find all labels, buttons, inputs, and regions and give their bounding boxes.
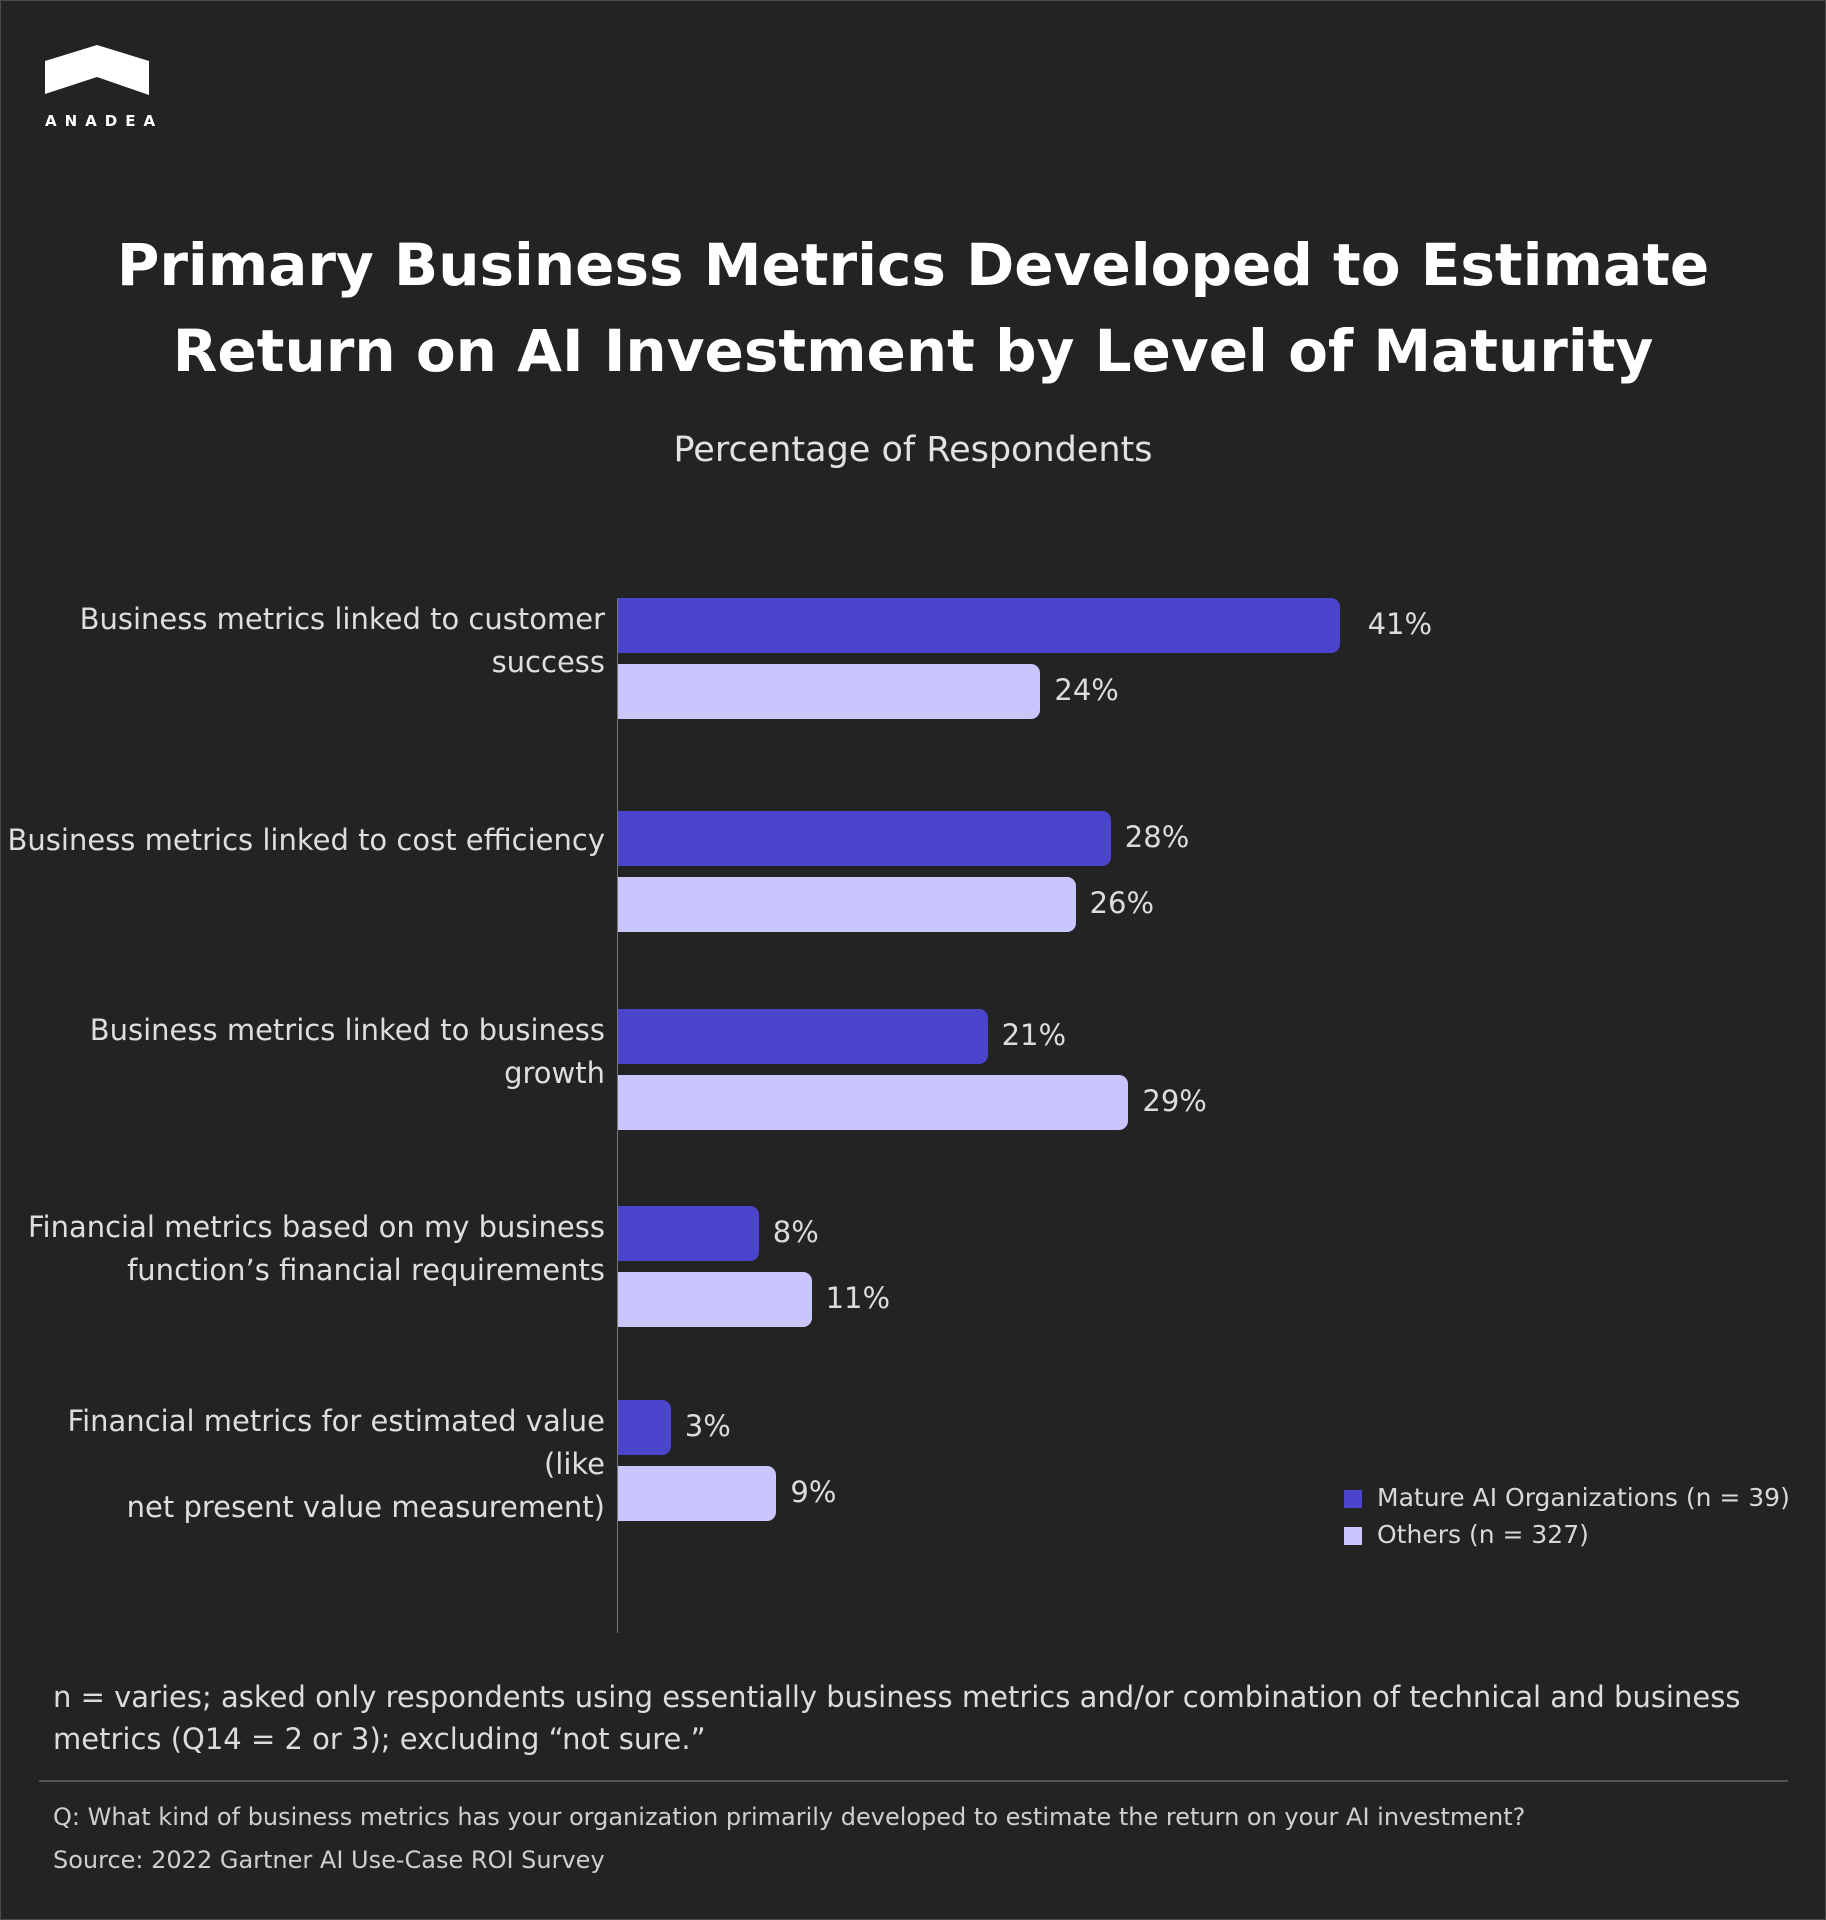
bar-others — [618, 664, 1041, 719]
legend-swatch-others — [1344, 1527, 1362, 1545]
category-label-line: Business metrics linked to business — [89, 1013, 605, 1047]
category-label: Business metrics linked to business growt… — [5, 1009, 605, 1095]
title-line: Return on AI Investment by Level of Matu… — [172, 317, 1654, 385]
brand-name: ANADEA — [45, 112, 164, 130]
data-label: 8% — [772, 1215, 819, 1249]
data-label: 41% — [1367, 607, 1433, 641]
title-line: Primary Business Metrics Developed to Es… — [116, 231, 1710, 299]
category-label: Business metrics linked to customer succe… — [5, 598, 605, 684]
chart-subtitle: Percentage of Respondents — [673, 430, 1153, 470]
bar-mature — [618, 1009, 988, 1064]
footnote: n = varies; asked only respondents using… — [53, 1680, 1741, 1756]
data-label: 9% — [790, 1475, 837, 1509]
bar-mature — [618, 811, 1111, 866]
source: Source: 2022 Gartner AI Use-Case ROI Sur… — [53, 1846, 605, 1874]
data-label: 24% — [1054, 673, 1119, 707]
data-label: 28% — [1124, 820, 1190, 854]
bar-mature — [618, 1400, 671, 1455]
category-label-line: Financial metrics for estimated value (l… — [67, 1404, 605, 1481]
category-label-line: function’s financial requirements — [127, 1253, 605, 1287]
bar-others — [618, 1272, 812, 1327]
category-label-line: Business metrics linked to cost efficien… — [7, 823, 605, 857]
category-label-line: Business metrics linked to customer — [79, 602, 605, 636]
data-label: 26% — [1089, 886, 1155, 920]
bar-others — [618, 877, 1076, 932]
category-label-line: Financial metrics based on my business — [27, 1210, 605, 1244]
y-axis-line — [617, 598, 618, 1633]
bar-mature — [618, 598, 1340, 653]
category-label: Financial metrics based on my business fu… — [5, 1206, 605, 1292]
data-label: 29% — [1142, 1084, 1207, 1118]
bar-mature — [618, 1206, 759, 1261]
bar-others — [618, 1466, 777, 1521]
category-label: Business metrics linked to cost efficien… — [5, 819, 605, 862]
chart-title: Primary Business Metrics Developed to Es… — [0, 222, 1826, 394]
data-label: 21% — [1001, 1018, 1067, 1052]
legend-swatch-mature — [1344, 1490, 1362, 1508]
category-label-line: success — [491, 645, 605, 679]
category-label: Financial metrics for estimated value (l… — [5, 1400, 605, 1529]
category-label-line: net present value measurement) — [126, 1490, 605, 1524]
legend-label-mature: Mature AI Organizations (n = 39) — [1377, 1483, 1790, 1512]
divider — [39, 1780, 1788, 1782]
bar-others — [618, 1075, 1129, 1130]
survey-question: Q: What kind of business metrics has you… — [53, 1803, 1526, 1831]
legend-label-others: Others (n = 327) — [1377, 1520, 1589, 1549]
category-label-line: growth — [504, 1056, 605, 1090]
data-label: 11% — [825, 1281, 891, 1315]
anadea-logo-icon — [45, 45, 149, 95]
data-label: 3% — [684, 1409, 731, 1443]
